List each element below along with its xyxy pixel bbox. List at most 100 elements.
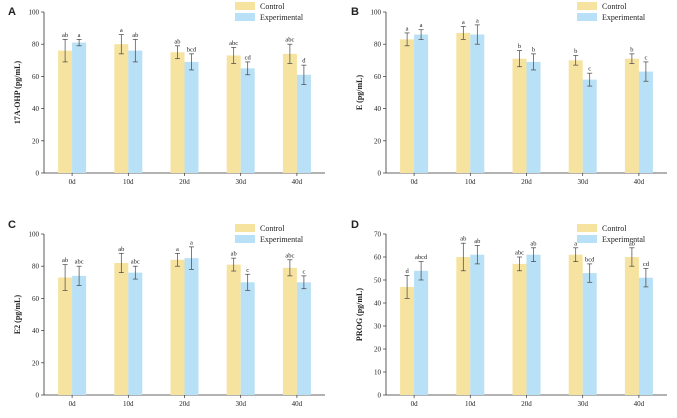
bar-experimental-20d [184, 61, 199, 173]
significance-label: abc [285, 37, 294, 44]
bar-experimental-20d [526, 254, 541, 395]
bar-control-40d [624, 257, 639, 395]
legend-swatch-experimental [235, 13, 255, 21]
legend-swatch-control [235, 224, 255, 232]
bar-control-30d [226, 264, 241, 395]
y-tick-label: 50 [374, 277, 382, 285]
legend-entry-experimental: Experimental [260, 235, 304, 244]
significance-label: a [78, 32, 81, 39]
x-tick-label: 0d [69, 400, 77, 408]
significance-label: ab [530, 240, 536, 247]
panel-a: A 0 20 40 60 80 100 17A-OHP (pg/mL) 0d ab a 10d a ab 2… [8, 2, 325, 186]
panel-letter: C [8, 219, 16, 231]
significance-label: ab [62, 257, 68, 264]
bar-experimental-10d [128, 272, 143, 395]
y-tick-label: 10 [374, 369, 382, 377]
legend-entry-experimental: Experimental [602, 235, 646, 244]
bar-control-20d [512, 263, 527, 395]
bar-experimental-40d [296, 74, 311, 173]
significance-label: a [176, 246, 179, 253]
significance-label: ab [460, 236, 466, 243]
significance-label: c [302, 268, 305, 275]
bar-control-0d [400, 286, 415, 395]
y-tick-label: 100 [29, 231, 40, 239]
x-tick-label: 0d [411, 178, 419, 186]
panel-letter: A [8, 6, 16, 18]
legend-swatch-experimental [235, 235, 255, 243]
legend-swatch-control [577, 2, 597, 10]
bar-experimental-30d [582, 79, 597, 173]
bar-control-40d [282, 267, 297, 395]
y-tick-label: 0 [378, 170, 382, 178]
y-axis-label: PROG (pg/mL) [355, 288, 364, 341]
y-tick-label: 0 [378, 392, 382, 400]
y-tick-label: 60 [374, 73, 382, 81]
bar-experimental-30d [582, 273, 597, 395]
x-tick-label: 20d [521, 400, 532, 408]
x-tick-label: 0d [69, 178, 77, 186]
bar-control-40d [624, 58, 639, 173]
significance-label: b [532, 46, 535, 53]
legend-entry-experimental: Experimental [260, 13, 304, 22]
panel-letter: B [351, 6, 359, 18]
bar-control-30d [568, 60, 583, 173]
y-tick-label: 40 [32, 105, 40, 113]
significance-label: cd [643, 261, 650, 268]
y-axis-label: 17A-OHP (pg/mL) [13, 61, 22, 125]
x-tick-label: 10d [123, 178, 134, 186]
x-tick-label: 30d [577, 400, 588, 408]
y-tick-label: 40 [374, 105, 382, 113]
bar-experimental-0d [414, 34, 429, 173]
bar-experimental-10d [128, 50, 143, 173]
significance-label: bcd [585, 256, 595, 263]
bar-experimental-0d [414, 270, 429, 395]
significance-label: abc [285, 252, 294, 259]
significance-label: ab [132, 32, 138, 39]
legend-swatch-experimental [577, 235, 597, 243]
legend-swatch-control [577, 224, 597, 232]
significance-label: b [574, 48, 577, 55]
significance-label: a [462, 19, 465, 26]
significance-label: c [246, 267, 249, 274]
significance-label: abc [229, 40, 238, 47]
y-tick-label: 70 [374, 231, 382, 239]
legend-entry-control: Control [602, 2, 627, 11]
significance-label: ab [118, 246, 124, 253]
significance-label: abc [131, 259, 140, 266]
significance-label: abc [75, 259, 84, 266]
y-tick-label: 60 [374, 254, 382, 262]
significance-label: bcd [187, 46, 197, 53]
bar-control-0d [58, 277, 73, 395]
x-tick-label: 30d [235, 178, 246, 186]
y-axis-label: E2 (pg/mL) [13, 295, 22, 335]
y-tick-label: 20 [32, 359, 40, 367]
y-tick-label: 20 [374, 346, 382, 354]
x-tick-label: 30d [577, 178, 588, 186]
significance-label: ab [474, 238, 480, 245]
y-tick-label: 60 [32, 295, 40, 303]
significance-label: cd [245, 54, 252, 61]
bar-experimental-30d [240, 282, 255, 395]
legend-entry-experimental: Experimental [602, 13, 646, 22]
significance-label: a [476, 17, 479, 24]
x-tick-label: 20d [179, 178, 190, 186]
bar-control-10d [456, 257, 471, 395]
x-tick-label: 10d [465, 178, 476, 186]
bar-control-10d [456, 32, 471, 174]
significance-label: a [190, 239, 193, 246]
significance-label: a [574, 240, 577, 247]
y-tick-label: 100 [371, 9, 382, 17]
significance-label: c [644, 54, 647, 61]
significance-label: d [405, 268, 409, 275]
bar-experimental-20d [526, 61, 541, 173]
bar-control-10d [114, 44, 129, 174]
bar-control-40d [282, 53, 297, 173]
legend-entry-control: Control [602, 224, 627, 233]
x-tick-label: 40d [634, 400, 645, 408]
significance-label: b [630, 46, 633, 53]
y-tick-label: 40 [32, 327, 40, 335]
legend-swatch-experimental [577, 13, 597, 21]
legend-swatch-control [235, 2, 255, 10]
